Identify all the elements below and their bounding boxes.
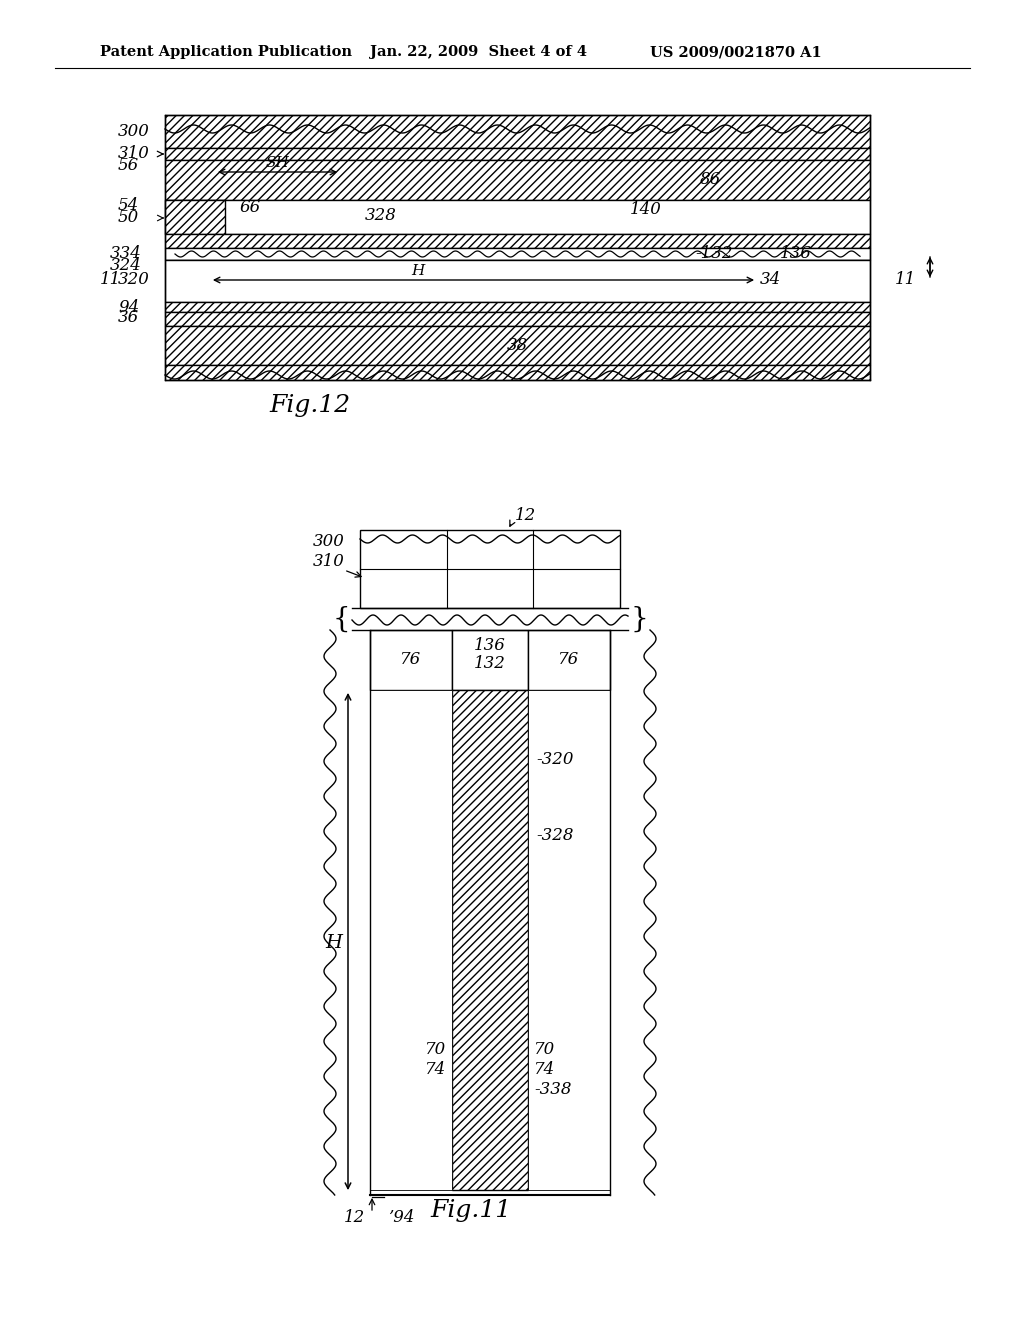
Text: 132: 132: [474, 656, 506, 672]
Text: 300: 300: [313, 533, 345, 550]
Text: 74: 74: [534, 1061, 555, 1078]
Bar: [165, 160, 870, 201]
Text: 34: 34: [760, 272, 781, 289]
Text: US 2009/0021870 A1: US 2009/0021870 A1: [650, 45, 821, 59]
Text: -328: -328: [536, 826, 573, 843]
Text: {: {: [333, 606, 350, 632]
Bar: [370, 690, 452, 1191]
Text: 11: 11: [100, 272, 121, 289]
Bar: [528, 630, 610, 690]
Text: 76: 76: [400, 652, 422, 668]
Text: 70: 70: [534, 1041, 555, 1059]
Text: Patent Application Publication: Patent Application Publication: [100, 45, 352, 59]
Bar: [165, 234, 870, 248]
Bar: [165, 260, 870, 302]
Bar: [360, 531, 620, 609]
Text: Fig.11: Fig.11: [430, 1199, 511, 1222]
Bar: [452, 690, 528, 1191]
Text: 76: 76: [558, 652, 580, 668]
Bar: [165, 326, 870, 366]
Text: }: }: [630, 606, 648, 632]
Text: 54: 54: [118, 198, 139, 214]
Text: Jan. 22, 2009  Sheet 4 of 4: Jan. 22, 2009 Sheet 4 of 4: [370, 45, 587, 59]
Text: 94: 94: [118, 298, 139, 315]
Bar: [370, 630, 452, 690]
Text: 328: 328: [365, 207, 397, 224]
Text: 70: 70: [425, 1041, 446, 1059]
Text: 66: 66: [240, 199, 261, 216]
Text: 74: 74: [425, 1061, 446, 1078]
Text: 334: 334: [110, 246, 142, 263]
Bar: [165, 248, 870, 260]
Bar: [528, 690, 610, 1191]
Text: 12: 12: [344, 1209, 365, 1225]
Bar: [165, 302, 870, 312]
Text: -320: -320: [536, 751, 573, 768]
Text: 324: 324: [110, 257, 142, 275]
Text: -132: -132: [695, 246, 732, 263]
Text: 38: 38: [507, 337, 528, 354]
Text: -338: -338: [534, 1081, 571, 1098]
Bar: [165, 201, 225, 234]
Text: 50: 50: [118, 210, 139, 227]
Text: 56: 56: [118, 157, 139, 174]
Text: 320: 320: [118, 272, 150, 289]
Bar: [165, 312, 870, 326]
Text: 11: 11: [895, 272, 916, 289]
Text: 36: 36: [118, 309, 139, 326]
Bar: [452, 630, 528, 690]
Text: 310: 310: [118, 145, 150, 162]
Text: H: H: [412, 264, 425, 279]
Text: 310: 310: [313, 553, 345, 570]
Text: 300: 300: [118, 123, 150, 140]
Text: SH: SH: [265, 156, 290, 170]
Text: 12: 12: [515, 507, 537, 524]
Text: H: H: [326, 933, 342, 952]
Text: 86: 86: [700, 172, 721, 189]
Text: 140: 140: [630, 202, 662, 219]
Text: Fig.12: Fig.12: [269, 393, 350, 417]
Bar: [165, 148, 870, 160]
Bar: [165, 115, 870, 148]
Bar: [165, 366, 870, 380]
Text: ’94: ’94: [388, 1209, 415, 1225]
Text: 136: 136: [780, 246, 812, 263]
Bar: [165, 201, 870, 234]
Text: 136: 136: [474, 638, 506, 655]
